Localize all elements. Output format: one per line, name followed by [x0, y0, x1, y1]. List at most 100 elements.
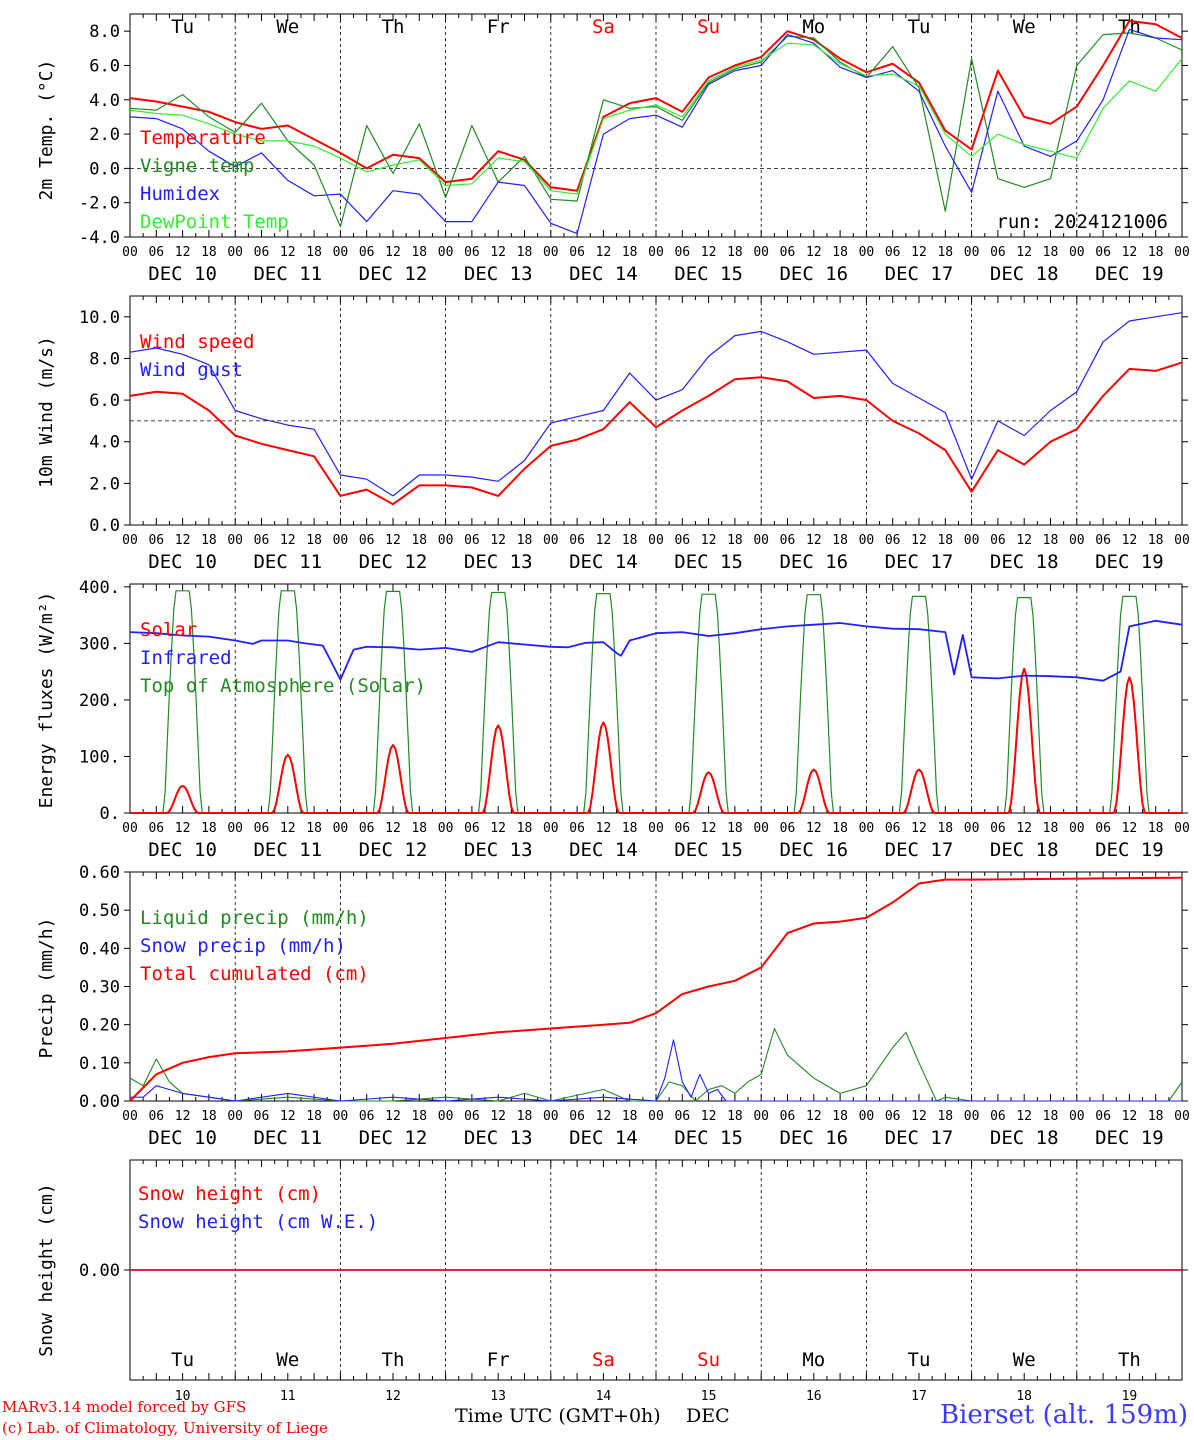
day-number-label: 19	[1122, 1389, 1138, 1404]
hour-tick-label: 06	[674, 533, 690, 548]
hour-tick-label: 06	[780, 533, 796, 548]
day-number-label: 18	[1016, 1389, 1032, 1404]
legend-entry: Total cumulated (cm)	[140, 963, 369, 985]
date-label: DEC 12	[359, 551, 428, 573]
hour-tick-label: 06	[780, 821, 796, 836]
date-label: DEC 17	[885, 263, 954, 285]
hour-tick-label: 12	[701, 821, 717, 836]
date-label: DEC 15	[674, 1127, 743, 1149]
hour-tick-label: 00	[438, 821, 454, 836]
hour-tick-label: 06	[674, 821, 690, 836]
panel-3: Energy fluxes (W/m²) 0. 100. 200. 300. 400. So…	[36, 578, 1190, 861]
day-name-label: Tu	[908, 1349, 931, 1371]
hour-tick-label: 06	[885, 1109, 901, 1124]
y-axis-label: Energy fluxes (W/m²)	[36, 592, 57, 809]
hour-tick-label: 18	[622, 533, 638, 548]
day-name-label: Tu	[908, 16, 931, 38]
hour-tick-label: 00	[1069, 533, 1085, 548]
legend-entry: Wind gust	[140, 359, 243, 381]
hour-tick-label: 18	[832, 245, 848, 260]
legend-entry: Snow height (cm W.E.)	[138, 1211, 378, 1233]
hour-tick-label: 06	[359, 821, 375, 836]
hour-tick-label: 18	[306, 1109, 322, 1124]
hour-tick-label: 00	[753, 245, 769, 260]
y-tick-label: 0.00	[79, 1092, 120, 1112]
day-name-label: We	[276, 1349, 299, 1371]
hour-tick-label: 06	[569, 533, 585, 548]
hour-tick-label: 00	[543, 821, 559, 836]
day-number-label: 17	[911, 1389, 927, 1404]
hour-tick-label: 18	[727, 245, 743, 260]
y-axis-label: Precip (mm/h)	[36, 918, 57, 1059]
y-tick-label: 0.60	[79, 863, 120, 883]
hour-tick-label: 00	[1069, 821, 1085, 836]
hour-tick-label: 00	[122, 1109, 138, 1124]
month-label: DEC	[686, 1405, 730, 1427]
hour-tick-label: 18	[832, 821, 848, 836]
hour-tick-label: 18	[517, 245, 533, 260]
date-label: DEC 17	[885, 1127, 954, 1149]
hour-tick-label: 12	[911, 1109, 927, 1124]
hour-tick-label: 12	[175, 1109, 191, 1124]
hour-tick-label: 18	[201, 245, 217, 260]
hour-tick-label: 18	[622, 1109, 638, 1124]
day-name-label: Fr	[487, 1349, 510, 1371]
y-tick-label: 300.	[79, 634, 120, 654]
series-wind-gust	[129, 312, 1183, 497]
hour-tick-label: 00	[648, 533, 664, 548]
hour-tick-label: 00	[753, 1109, 769, 1124]
hour-tick-label: 00	[227, 821, 243, 836]
hour-tick-label: 00	[753, 821, 769, 836]
hour-tick-label: 18	[1148, 533, 1164, 548]
hour-tick-label: 00	[859, 821, 875, 836]
hour-tick-label: 18	[1148, 245, 1164, 260]
date-label: DEC 12	[359, 263, 428, 285]
hour-tick-label: 12	[1016, 1109, 1032, 1124]
hour-tick-label: 06	[1095, 821, 1111, 836]
date-label: DEC 18	[990, 551, 1059, 573]
hour-tick-label: 12	[280, 533, 296, 548]
series-total-precip	[129, 876, 1183, 1102]
date-label: DEC 11	[253, 839, 322, 861]
y-tick-label: 6.0	[89, 391, 120, 411]
hour-tick-label: 00	[859, 245, 875, 260]
hour-tick-label: 12	[911, 821, 927, 836]
hour-tick-label: 12	[385, 245, 401, 260]
y-tick-label: -4.0	[79, 228, 120, 248]
y-tick-label: 10.0	[79, 308, 120, 328]
hour-tick-label: 12	[596, 533, 612, 548]
hour-tick-label: 06	[148, 245, 164, 260]
hour-tick-label: 12	[280, 245, 296, 260]
hour-tick-label: 06	[148, 1109, 164, 1124]
date-label: DEC 10	[148, 839, 217, 861]
hour-tick-label: 12	[490, 1109, 506, 1124]
day-number-label: 12	[385, 1389, 401, 1404]
date-label: DEC 16	[779, 1127, 848, 1149]
hour-tick-label: 18	[411, 1109, 427, 1124]
hour-tick-label: 06	[464, 533, 480, 548]
date-label: DEC 18	[990, 263, 1059, 285]
date-label: DEC 12	[359, 839, 428, 861]
hour-tick-label: 18	[832, 1109, 848, 1124]
precip-legend: Liquid precip (mm/h) Snow precip (mm/h) To…	[140, 907, 369, 985]
hour-tick-label: 06	[674, 1109, 690, 1124]
hour-tick-label: 00	[333, 533, 349, 548]
date-label: DEC 13	[464, 551, 533, 573]
hour-tick-label: 06	[359, 1109, 375, 1124]
y-tick-label: 0.0	[89, 516, 120, 536]
hour-tick-label: 06	[780, 245, 796, 260]
hour-tick-label: 12	[1122, 533, 1138, 548]
hour-tick-label: 00	[438, 245, 454, 260]
day-name-label: Sa	[592, 16, 615, 38]
hour-tick-label: 18	[411, 533, 427, 548]
hour-tick-label: 12	[280, 821, 296, 836]
date-label: DEC 14	[569, 839, 638, 861]
date-label: DEC 11	[253, 263, 322, 285]
y-tick-label: 0.10	[79, 1054, 120, 1074]
hour-tick-label: 18	[832, 533, 848, 548]
day-name-label: Tu	[171, 1349, 194, 1371]
hour-tick-label: 12	[806, 533, 822, 548]
hour-tick-label: 18	[727, 821, 743, 836]
hour-tick-label: 18	[1148, 1109, 1164, 1124]
y-tick-label: 200.	[79, 691, 120, 711]
